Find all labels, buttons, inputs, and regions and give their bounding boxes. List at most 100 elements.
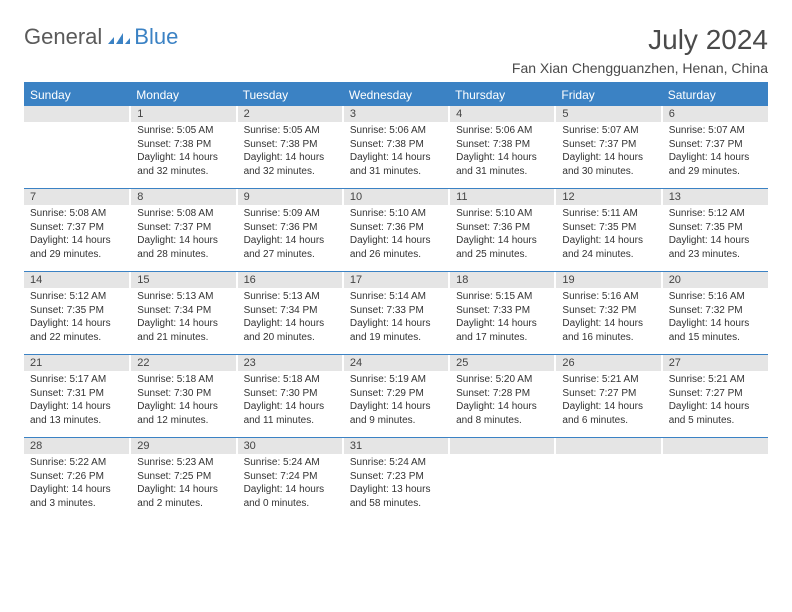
day-info-row: Sunrise: 5:05 AM Sunset: 7:38 PM Daylight:… — [24, 122, 768, 188]
daylight-text: and 24 minutes. — [562, 248, 654, 262]
daylight-text: Daylight: 14 hours — [137, 483, 229, 497]
sunset-text: Sunset: 7:35 PM — [30, 304, 123, 318]
daylight-text: and 15 minutes. — [669, 331, 762, 345]
sunrise-text: Sunrise: 5:13 AM — [244, 290, 336, 304]
day-info-row: Sunrise: 5:17 AMSunset: 7:31 PMDaylight:… — [24, 371, 768, 437]
daylight-text: Daylight: 14 hours — [244, 151, 336, 165]
sunrise-text: Sunrise: 5:10 AM — [456, 207, 548, 221]
sunrise-text: Sunrise: 5:09 AM — [244, 207, 336, 221]
daylight-text: and 16 minutes. — [562, 331, 654, 345]
day-cell: Sunrise: 5:10 AMSunset: 7:36 PMDaylight:… — [449, 205, 555, 271]
daylight-text: Daylight: 14 hours — [137, 234, 229, 248]
sunrise-text: Sunrise: 5:12 AM — [30, 290, 123, 304]
date-number — [449, 438, 555, 454]
daylight-text: and 9 minutes. — [350, 414, 442, 428]
daylight-text: and 28 minutes. — [137, 248, 229, 262]
day-header: Saturday — [662, 84, 768, 106]
daylight-text: Daylight: 14 hours — [669, 400, 762, 414]
daylight-text: and 2 minutes. — [137, 497, 229, 511]
daylight-text: and 58 minutes. — [350, 497, 442, 511]
daylight-text: and 29 minutes. — [669, 165, 762, 179]
daylight-text: and 19 minutes. — [350, 331, 442, 345]
date-number — [24, 106, 130, 122]
daylight-text: and 31 minutes. — [456, 165, 548, 179]
daylight-text: and 31 minutes. — [350, 165, 442, 179]
sunset-text: Sunset: 7:23 PM — [350, 470, 442, 484]
day-cell: Sunrise: 5:07 AMSunset: 7:37 PMDaylight:… — [555, 122, 661, 188]
sunset-text: Sunset: 7:35 PM — [669, 221, 762, 235]
sunset-text: Sunset: 7:27 PM — [669, 387, 762, 401]
daylight-text: Daylight: 14 hours — [456, 151, 548, 165]
page-header: General Blue July 2024 Fan Xian Chenggua… — [24, 24, 768, 76]
sunrise-text: Sunrise: 5:21 AM — [669, 373, 762, 387]
day-cell: Sunrise: 5:24 AMSunset: 7:24 PMDaylight:… — [237, 454, 343, 520]
sunset-text: Sunset: 7:27 PM — [562, 387, 654, 401]
day-info-row: Sunrise: 5:12 AMSunset: 7:35 PM Daylight:… — [24, 288, 768, 354]
sunrise-text: Sunrise: 5:14 AM — [350, 290, 442, 304]
sunrise-text: Sunrise: 5:08 AM — [30, 207, 123, 221]
sunset-text: Sunset: 7:37 PM — [669, 138, 762, 152]
daylight-text: Daylight: 14 hours — [562, 317, 654, 331]
daylight-text: and 8 minutes. — [456, 414, 548, 428]
sunrise-text: Sunrise: 5:06 AM — [456, 124, 548, 138]
calendar-page: General Blue July 2024 Fan Xian Chenggua… — [0, 0, 792, 520]
daylight-text: and 11 minutes. — [244, 414, 336, 428]
date-number: 23 — [237, 355, 343, 371]
sunrise-text: Sunrise: 5:20 AM — [456, 373, 548, 387]
sunset-text: Sunset: 7:36 PM — [244, 221, 336, 235]
daylight-text: and 21 minutes. — [137, 331, 229, 345]
date-number: 10 — [343, 189, 449, 205]
daylight-text: and 13 minutes. — [30, 414, 123, 428]
date-number: 12 — [555, 189, 661, 205]
daylight-text: and 23 minutes. — [669, 248, 762, 262]
date-number: 28 — [24, 438, 130, 454]
date-number: 7 — [24, 189, 130, 205]
date-number: 31 — [343, 438, 449, 454]
day-cell — [449, 454, 555, 520]
daylight-text: Daylight: 14 hours — [669, 317, 762, 331]
day-header: Monday — [130, 84, 236, 106]
sunrise-text: Sunrise: 5:24 AM — [244, 456, 336, 470]
daylight-text: Daylight: 14 hours — [350, 400, 442, 414]
daylight-text: Daylight: 14 hours — [350, 151, 442, 165]
day-header: Sunday — [24, 84, 130, 106]
sunrise-text: Sunrise: 5:08 AM — [137, 207, 229, 221]
sunset-text: Sunset: 7:37 PM — [30, 221, 123, 235]
day-cell: Sunrise: 5:11 AMSunset: 7:35 PMDaylight:… — [555, 205, 661, 271]
daylight-text: Daylight: 14 hours — [562, 151, 654, 165]
day-header-row: Sunday Monday Tuesday Wednesday Thursday… — [24, 84, 768, 106]
sunset-text: Sunset: 7:38 PM — [137, 138, 229, 152]
daylight-text: Daylight: 14 hours — [350, 234, 442, 248]
daylight-text: and 30 minutes. — [562, 165, 654, 179]
date-number: 14 — [24, 272, 130, 288]
sunrise-text: Sunrise: 5:07 AM — [562, 124, 654, 138]
day-info-row: Sunrise: 5:22 AMSunset: 7:26 PMDaylight:… — [24, 454, 768, 520]
daylight-text: and 5 minutes. — [669, 414, 762, 428]
date-number-row: 78910111213 — [24, 189, 768, 205]
date-number — [555, 438, 661, 454]
sunrise-text: Sunrise: 5:16 AM — [669, 290, 762, 304]
sunset-text: Sunset: 7:25 PM — [137, 470, 229, 484]
day-cell: Sunrise: 5:24 AMSunset: 7:23 PMDaylight:… — [343, 454, 449, 520]
date-number-row: 28293031 — [24, 438, 768, 454]
sunset-text: Sunset: 7:33 PM — [456, 304, 548, 318]
day-cell: Sunrise: 5:15 AMSunset: 7:33 PMDaylight:… — [449, 288, 555, 354]
day-cell: Sunrise: 5:09 AMSunset: 7:36 PMDaylight:… — [237, 205, 343, 271]
date-number-row: 14151617181920 — [24, 272, 768, 288]
daylight-text: and 25 minutes. — [456, 248, 548, 262]
daylight-text: Daylight: 14 hours — [244, 317, 336, 331]
daylight-text: Daylight: 14 hours — [137, 317, 229, 331]
date-number: 20 — [662, 272, 768, 288]
daylight-text: Daylight: 14 hours — [562, 400, 654, 414]
daylight-text: and 17 minutes. — [456, 331, 548, 345]
daylight-text: Daylight: 14 hours — [669, 234, 762, 248]
daylight-text: and 6 minutes. — [562, 414, 654, 428]
date-number: 2 — [237, 106, 343, 122]
day-info-row: Sunrise: 5:08 AMSunset: 7:37 PMDaylight:… — [24, 205, 768, 271]
day-cell: Sunrise: 5:07 AMSunset: 7:37 PMDaylight:… — [662, 122, 768, 188]
date-number: 1 — [130, 106, 236, 122]
sunrise-text: Sunrise: 5:05 AM — [244, 124, 336, 138]
day-cell: Sunrise: 5:22 AMSunset: 7:26 PMDaylight:… — [24, 454, 130, 520]
day-cell: Sunrise: 5:16 AMSunset: 7:32 PMDaylight:… — [662, 288, 768, 354]
day-cell: Sunrise: 5:08 AMSunset: 7:37 PMDaylight:… — [24, 205, 130, 271]
